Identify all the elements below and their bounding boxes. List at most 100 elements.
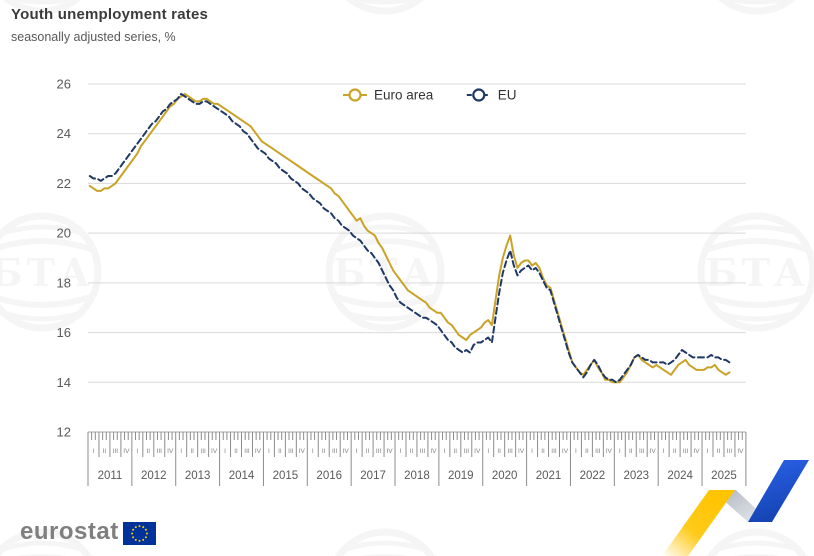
legend-label: EU — [498, 88, 517, 103]
year-label-2024: 2024 — [667, 470, 693, 482]
quarter-label: II — [585, 448, 589, 455]
quarter-label: I — [400, 448, 402, 455]
year-label-2023: 2023 — [623, 470, 649, 482]
quarter-label: III — [376, 448, 382, 455]
y-tick-label-20: 20 — [57, 226, 71, 241]
quarter-label: II — [103, 448, 107, 455]
year-label-2016: 2016 — [316, 470, 342, 482]
quarter-label: III — [727, 448, 733, 455]
quarter-label: IV — [693, 448, 700, 455]
eu-flag-star — [141, 525, 144, 528]
eu-flag-star — [144, 535, 147, 538]
y-tick-label-22: 22 — [57, 176, 71, 191]
eu-flag-field — [122, 521, 156, 545]
legend-item-eu: EU — [466, 88, 517, 103]
quarter-label: III — [288, 448, 294, 455]
legend-label: Euro area — [374, 88, 434, 103]
eu-flag-star — [130, 532, 133, 534]
quarter-label: I — [443, 448, 445, 455]
quarter-label: III — [683, 448, 689, 455]
quarter-label: I — [356, 448, 358, 455]
eurostat-logo: eurostat — [20, 518, 156, 546]
quarter-label: I — [575, 448, 577, 455]
year-label-2017: 2017 — [360, 470, 386, 482]
y-tick-label-16: 16 — [57, 325, 71, 340]
chart-legend: Euro area EU — [343, 88, 517, 103]
quarter-label: III — [639, 448, 645, 455]
quarter-label: IV — [167, 448, 174, 455]
quarter-label: II — [673, 448, 677, 455]
quarter-label: I — [312, 448, 314, 455]
quarter-label: II — [146, 448, 150, 455]
quarter-label: I — [93, 448, 95, 455]
quarter-label: III — [157, 448, 163, 455]
quarter-label: IV — [606, 448, 613, 455]
chart-subtitle: seasonally adjusted series, % — [11, 30, 176, 44]
quarter-label: III — [244, 448, 250, 455]
quarter-label: III — [200, 448, 206, 455]
eu-flag-star — [134, 538, 137, 541]
eu-flag-stars — [130, 524, 148, 542]
quarter-label: III — [332, 448, 338, 455]
legend-item-euro-area: Euro area — [343, 88, 434, 103]
series-line-eu — [88, 92, 731, 384]
quarter-label: IV — [255, 448, 262, 455]
eu-flag-star — [144, 528, 147, 531]
quarter-label: III — [464, 448, 470, 455]
eu-flag-star — [134, 525, 137, 528]
eu-flag-star — [131, 535, 134, 538]
quarter-label: II — [366, 448, 370, 455]
year-label-2020: 2020 — [492, 470, 518, 482]
quarter-label: IV — [737, 448, 744, 455]
eurostat-wordmark: eurostat — [20, 518, 119, 545]
quarter-label: I — [619, 448, 621, 455]
bta-logo-icon — [662, 460, 809, 556]
year-label-2012: 2012 — [141, 470, 167, 482]
eu-flag-icon — [122, 521, 156, 545]
year-label-2014: 2014 — [229, 470, 255, 482]
gridlines — [88, 83, 746, 433]
year-label-2025: 2025 — [711, 470, 737, 482]
y-axis-labels: 12 14 16 18 20 22 24 26 — [57, 77, 71, 440]
quarter-label: II — [541, 448, 545, 455]
quarter-label: I — [136, 448, 138, 455]
eu-flag-star — [145, 532, 148, 534]
quarter-label: I — [707, 448, 709, 455]
chart-title: Youth unemployment rates — [11, 6, 209, 23]
quarter-label: II — [410, 448, 414, 455]
y-tick-label-14: 14 — [57, 375, 71, 390]
quarter-label: IV — [211, 448, 218, 455]
quarter-label: IV — [562, 448, 569, 455]
quarter-label: II — [629, 448, 633, 455]
year-label-2022: 2022 — [580, 470, 606, 482]
quarter-label: IV — [386, 448, 393, 455]
x-axis-ruler — [87, 432, 747, 486]
quarter-label: III — [420, 448, 426, 455]
quarter-label: IV — [518, 448, 525, 455]
y-tick-label-18: 18 — [57, 275, 71, 290]
quarter-label: I — [224, 448, 226, 455]
legend-marker — [472, 88, 486, 102]
year-labels: 2011 2012 2013 2014 2015 2016 2017 2018 2019 2020… — [98, 470, 737, 482]
y-tick-label-12: 12 — [57, 425, 71, 440]
quarter-label: III — [595, 448, 601, 455]
y-tick-label-24: 24 — [57, 126, 71, 141]
series-line-euro-area — [88, 92, 731, 384]
year-label-2018: 2018 — [404, 470, 430, 482]
eu-flag-star — [131, 528, 134, 531]
quarter-label: II — [234, 448, 238, 455]
quarter-label: II — [454, 448, 458, 455]
year-label-2011: 2011 — [98, 470, 123, 482]
quarter-label: III — [507, 448, 513, 455]
year-label-2013: 2013 — [185, 470, 211, 482]
quarter-label: II — [322, 448, 326, 455]
quarter-label: I — [268, 448, 270, 455]
bta-logo-blue-stroke — [748, 460, 809, 522]
quarter-labels: I II III IV I II III IV I II III IV I II III IV I II III IV… — [93, 448, 745, 455]
quarter-label: I — [487, 448, 489, 455]
quarter-label: III — [551, 448, 557, 455]
quarter-label: IV — [343, 448, 350, 455]
quarter-label: I — [180, 448, 182, 455]
